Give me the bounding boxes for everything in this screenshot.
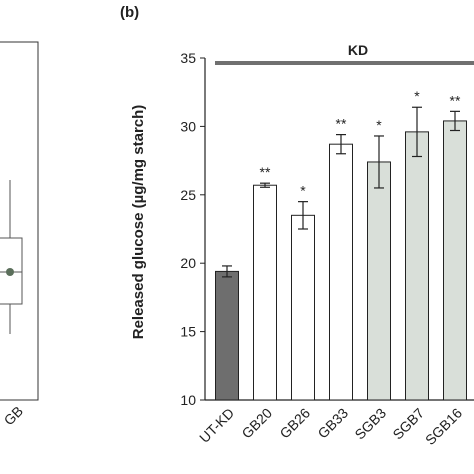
bar bbox=[253, 184, 277, 401]
bar bbox=[367, 161, 391, 401]
bar bbox=[329, 143, 353, 401]
left-panel: GB bbox=[0, 41, 39, 429]
bar bbox=[443, 120, 467, 401]
x-tick-label: UT-KD bbox=[196, 405, 237, 446]
x-tick-label: GB20 bbox=[238, 405, 275, 442]
y-tick-label: 30 bbox=[180, 118, 196, 134]
y-tick-label: 20 bbox=[180, 255, 196, 271]
panel-label: (b) bbox=[120, 4, 139, 21]
y-axis-label: Released glucose (µg/mg starch) bbox=[130, 105, 147, 340]
x-tick-label: GB33 bbox=[314, 405, 351, 442]
significance-marker: ** bbox=[336, 116, 347, 132]
bars: ***** ** ** bbox=[215, 88, 467, 401]
left-x-tick-label: GB bbox=[0, 403, 26, 429]
y-tick-label: 25 bbox=[180, 187, 196, 203]
significance-marker: ** bbox=[450, 92, 461, 108]
bar bbox=[291, 214, 315, 401]
y-tick-label: 10 bbox=[180, 392, 196, 408]
y-tick-label: 35 bbox=[180, 50, 196, 66]
significance-marker: * bbox=[376, 117, 382, 133]
left-panel-frame bbox=[0, 41, 39, 401]
y-tick-label: 15 bbox=[180, 324, 196, 340]
significance-marker: ** bbox=[260, 164, 271, 180]
left-box-mean-dot bbox=[6, 268, 14, 276]
x-tick-label: SGB16 bbox=[422, 405, 465, 448]
significance-marker: * bbox=[300, 183, 306, 199]
y-axis: 10 15 20 25 30 35 bbox=[180, 50, 474, 408]
bar bbox=[405, 131, 429, 401]
x-tick-label: SGB3 bbox=[351, 405, 389, 443]
bar bbox=[215, 270, 239, 401]
x-tick-label: GB26 bbox=[276, 405, 313, 442]
significance-marker: * bbox=[414, 88, 420, 104]
kd-bracket-label: KD bbox=[348, 42, 368, 58]
